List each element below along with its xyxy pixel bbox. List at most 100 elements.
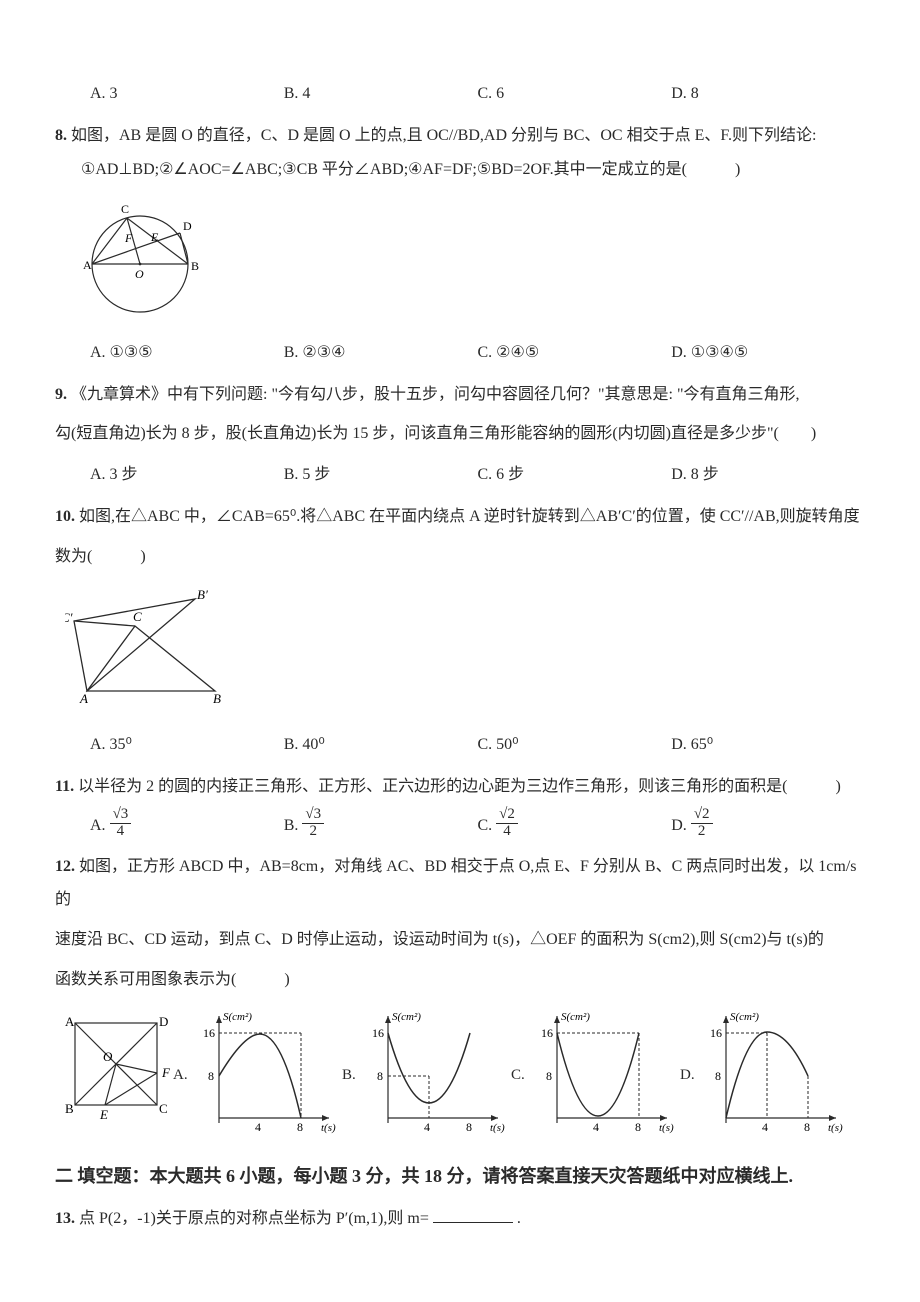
- q10-option-b: B. 40⁰: [284, 731, 478, 758]
- svg-text:B: B: [191, 259, 199, 273]
- q9-option-a-label: A. 3 步: [90, 461, 138, 488]
- svg-text:t(s): t(s): [490, 1122, 505, 1134]
- svg-text:8: 8: [297, 1120, 303, 1134]
- svg-text:t(s): t(s): [321, 1122, 336, 1134]
- q10-question: 10. 如图,在△ABC 中，∠CAB=65⁰.将△ABC 在平面内绕点 A 逆…: [55, 500, 865, 534]
- q11-text1: 以半径为 2 的圆的内接正三角形、正方形、正六边形的边心距为三边作三角形，则该三…: [78, 778, 841, 795]
- svg-text:C: C: [133, 609, 142, 624]
- svg-text:A: A: [65, 1014, 75, 1029]
- q8-option-b-label: B. ②③④: [284, 339, 346, 366]
- q9-text1: 《九章算术》中有下列问题: "今有勾八步，股十五步，问勾中容圆径几何？"其意思是…: [71, 386, 800, 403]
- q12-figures: A D B C E F O A. S(cm²) t(s) 16 8 4 8: [55, 1008, 865, 1143]
- q11-option-a: A. √3 4: [90, 809, 284, 842]
- q11-option-d: D. √2 2: [671, 809, 865, 842]
- circle-diagram-svg: A B C D E F O: [65, 194, 215, 319]
- q12-graph-c: C. S(cm²) t(s) 16 8 4 8: [527, 1008, 682, 1143]
- q7-option-d: D. 8: [671, 80, 865, 107]
- q8-option-a-label: A. ①③⑤: [90, 339, 153, 366]
- q9-question: 9. 《九章算术》中有下列问题: "今有勾八步，股十五步，问勾中容圆径几何？"其…: [55, 378, 865, 412]
- q12-num: 12.: [55, 858, 75, 875]
- graph-d-svg: S(cm²) t(s) 16 8 4 8: [696, 1008, 851, 1138]
- q10-option-a: A. 35⁰: [90, 731, 284, 758]
- q11-c-frac: √2 4: [496, 807, 518, 840]
- q10-option-d: D. 65⁰: [671, 731, 865, 758]
- q12-text3: 函数关系可用图象表示为( ): [55, 971, 290, 988]
- q8-question-cont: ①AD⊥BD;②∠AOC=∠ABC;③CB 平分∠ABD;④AF=DF;⑤BD=…: [81, 153, 865, 187]
- svg-text:16: 16: [372, 1026, 384, 1040]
- q13-tail: .: [517, 1210, 521, 1227]
- svg-text:4: 4: [762, 1120, 768, 1134]
- svg-text:A: A: [83, 258, 92, 272]
- svg-text:8: 8: [546, 1069, 552, 1083]
- svg-text:S(cm²): S(cm²): [223, 1011, 252, 1023]
- svg-text:F: F: [161, 1065, 171, 1080]
- graph-b-svg: S(cm²) t(s) 16 8 4 8: [358, 1008, 513, 1138]
- q7-options: A. 3 B. 4 C. 6 D. 8: [90, 80, 865, 107]
- q9-options: A. 3 步 B. 5 步 C. 6 步 D. 8 步: [90, 461, 865, 488]
- svg-text:16: 16: [710, 1026, 722, 1040]
- svg-text:F: F: [124, 231, 133, 245]
- q11-options: A. √3 4 B. √3 2 C. √2 4 D. √2 2: [90, 809, 865, 842]
- q9-text2: 勾(短直角边)长为 8 步，股(长直角边)长为 15 步，问该直角三角形能容纳的…: [55, 425, 816, 442]
- graph-a-svg: S(cm²) t(s) 16 8 4 8: [189, 1008, 344, 1138]
- q8-option-b: B. ②③④: [284, 339, 478, 366]
- q9-option-b-label: B. 5 步: [284, 461, 331, 488]
- q12-graph-a: A. S(cm²) t(s) 16 8 4 8: [189, 1008, 344, 1143]
- q10-option-c: C. 50⁰: [478, 731, 672, 758]
- svg-text:8: 8: [208, 1069, 214, 1083]
- q10-option-b-label: B. 40⁰: [284, 731, 325, 758]
- svg-text:16: 16: [541, 1026, 553, 1040]
- q8-option-c: C. ②④⑤: [478, 339, 672, 366]
- q12-opt-a-label: A.: [173, 1063, 188, 1089]
- q13-text1: 点 P(2，-1)关于原点的对称点坐标为 P′(m,1),则 m=: [79, 1210, 429, 1227]
- q8-text2: ①AD⊥BD;②∠AOC=∠ABC;③CB 平分∠ABD;④AF=DF;⑤BD=…: [81, 161, 740, 178]
- q13-blank: [433, 1208, 513, 1222]
- svg-text:C: C: [159, 1101, 168, 1116]
- q11-a-frac: √3 4: [110, 807, 132, 840]
- svg-text:8: 8: [635, 1120, 641, 1134]
- q7-option-c-label: C. 6: [478, 80, 505, 107]
- q10-figure: A B B′ C C′: [65, 581, 865, 720]
- q9-num: 9.: [55, 386, 67, 403]
- svg-text:C: C: [121, 202, 129, 216]
- q8-option-c-label: C. ②④⑤: [478, 339, 540, 366]
- svg-text:16: 16: [203, 1026, 215, 1040]
- svg-text:4: 4: [593, 1120, 599, 1134]
- q10-num: 10.: [55, 508, 75, 525]
- q8-option-d: D. ①③④⑤: [671, 339, 865, 366]
- section-2-title-text: 二 填空题：本大题共 6 小题，每小题 3 分，共 18 分，请将答案直接天灾答…: [55, 1166, 793, 1186]
- q12-text2: 速度沿 BC、CD 运动，到点 C、D 时停止运动，设运动时间为 t(s)，△O…: [55, 931, 824, 948]
- q8-text1: 如图，AB 是圆 O 的直径，C、D 是圆 O 上的点,且 OC//BD,AD …: [71, 127, 816, 144]
- q10-options: A. 35⁰ B. 40⁰ C. 50⁰ D. 65⁰: [90, 731, 865, 758]
- svg-text:t(s): t(s): [659, 1122, 674, 1134]
- svg-text:B′: B′: [197, 587, 208, 602]
- svg-text:8: 8: [466, 1120, 472, 1134]
- q9-option-a: A. 3 步: [90, 461, 284, 488]
- q9-option-d-label: D. 8 步: [671, 461, 719, 488]
- q12-graph-d: D. S(cm²) t(s) 16 8 4 8: [696, 1008, 851, 1143]
- q13-num: 13.: [55, 1210, 75, 1227]
- q8-question: 8. 如图，AB 是圆 O 的直径，C、D 是圆 O 上的点,且 OC//BD,…: [55, 119, 865, 153]
- q11-b-frac: √3 2: [302, 807, 324, 840]
- q12-question-cont2: 函数关系可用图象表示为( ): [55, 963, 865, 997]
- q10-text1: 如图,在△ABC 中，∠CAB=65⁰.将△ABC 在平面内绕点 A 逆时针旋转…: [79, 508, 860, 525]
- svg-text:S(cm²): S(cm²): [730, 1011, 759, 1023]
- svg-text:B: B: [65, 1101, 74, 1116]
- svg-text:8: 8: [715, 1069, 721, 1083]
- q7-option-c: C. 6: [478, 80, 672, 107]
- q12-question: 12. 如图，正方形 ABCD 中，AB=8cm，对角线 AC、BD 相交于点 …: [55, 850, 865, 917]
- q9-option-c-label: C. 6 步: [478, 461, 525, 488]
- q10-option-d-label: D. 65⁰: [671, 731, 713, 758]
- q7-option-a-label: A. 3: [90, 80, 118, 107]
- q9-question-cont: 勾(短直角边)长为 8 步，股(长直角边)长为 15 步，问该直角三角形能容纳的…: [55, 417, 865, 451]
- q12-opt-d-label: D.: [680, 1063, 695, 1089]
- q11-option-c: C. √2 4: [478, 809, 672, 842]
- svg-text:4: 4: [424, 1120, 430, 1134]
- svg-text:4: 4: [255, 1120, 261, 1134]
- q9-option-d: D. 8 步: [671, 461, 865, 488]
- q12-square-figure: A D B C E F O: [55, 1008, 175, 1143]
- q8-num: 8.: [55, 127, 67, 144]
- q7-option-a: A. 3: [90, 80, 284, 107]
- graph-c-svg: S(cm²) t(s) 16 8 4 8: [527, 1008, 682, 1138]
- svg-text:E: E: [150, 230, 159, 244]
